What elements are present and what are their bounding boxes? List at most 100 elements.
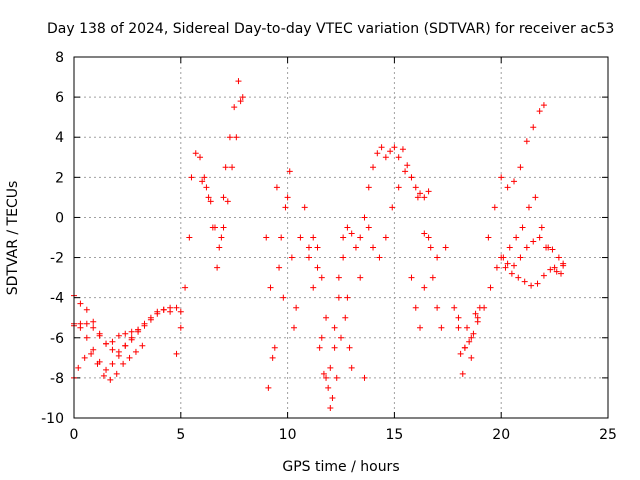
chart-title: Day 138 of 2024, Sidereal Day-to-day VTE…	[47, 21, 614, 37]
x-tick-label: 15	[385, 427, 403, 443]
axis-ticks: 0 5 10 15 20 25 -10 -8 -6 -4 -2 0 2 4 6 8	[41, 50, 617, 443]
data-point	[239, 94, 246, 101]
data-point	[316, 344, 323, 351]
data-point	[177, 324, 184, 331]
data-point	[327, 364, 334, 371]
data-point	[128, 328, 135, 335]
data-point	[286, 168, 293, 175]
data-point	[173, 350, 180, 357]
data-point	[504, 184, 511, 191]
data-point	[487, 284, 494, 291]
data-point	[167, 308, 174, 315]
data-point	[297, 234, 304, 241]
data-point	[331, 344, 338, 351]
x-tick-label: 25	[599, 427, 617, 443]
data-point	[376, 254, 383, 261]
data-point	[276, 264, 283, 271]
data-point	[519, 224, 526, 231]
data-point	[218, 234, 225, 241]
data-point	[515, 274, 522, 281]
data-point	[421, 284, 428, 291]
data-point	[291, 324, 298, 331]
data-point	[115, 352, 122, 359]
data-point	[498, 254, 505, 261]
data-point	[434, 304, 441, 311]
data-point	[301, 204, 308, 211]
data-point	[540, 272, 547, 279]
data-point	[231, 104, 238, 111]
data-point	[357, 234, 364, 241]
data-point	[314, 264, 321, 271]
x-axis-label: GPS time / hours	[282, 459, 399, 475]
data-point	[558, 270, 565, 277]
data-point	[346, 344, 353, 351]
data-point	[203, 184, 210, 191]
data-point	[197, 154, 204, 161]
data-point	[532, 194, 539, 201]
data-point	[493, 264, 500, 271]
data-point	[103, 366, 110, 373]
data-point	[75, 364, 82, 371]
data-point	[555, 254, 562, 261]
data-point	[327, 404, 334, 411]
data-point	[551, 264, 558, 271]
data-point	[491, 204, 498, 211]
data-point	[109, 338, 116, 345]
data-point	[457, 350, 464, 357]
data-point	[425, 234, 432, 241]
data-point	[468, 334, 475, 341]
data-point	[521, 278, 528, 285]
data-points	[71, 78, 567, 411]
y-tick-label: -8	[50, 371, 64, 387]
data-point	[391, 144, 398, 151]
data-point	[235, 78, 242, 85]
data-point	[378, 144, 385, 151]
data-point	[395, 154, 402, 161]
data-point	[280, 294, 287, 301]
data-point	[504, 260, 511, 267]
data-point	[122, 330, 129, 337]
data-point	[404, 162, 411, 169]
data-point	[511, 262, 518, 269]
data-point	[348, 230, 355, 237]
data-point	[318, 334, 325, 341]
data-point	[147, 314, 154, 321]
data-point	[342, 314, 349, 321]
data-point	[205, 194, 212, 201]
data-point	[271, 344, 278, 351]
data-point	[530, 124, 537, 131]
data-point	[325, 384, 332, 391]
y-tick-label: -4	[50, 291, 64, 307]
data-point	[530, 238, 537, 245]
y-tick-label: -6	[50, 331, 64, 347]
data-point	[338, 334, 344, 341]
data-point	[288, 254, 295, 261]
data-point	[267, 284, 274, 291]
data-point	[451, 304, 458, 311]
data-point	[361, 214, 368, 221]
data-point	[502, 264, 509, 271]
data-point	[421, 230, 428, 237]
data-point	[120, 360, 127, 367]
data-point	[464, 324, 471, 331]
data-point	[547, 266, 554, 273]
data-point	[273, 184, 280, 191]
data-point	[508, 270, 515, 277]
data-point	[310, 234, 317, 241]
data-point	[506, 244, 513, 251]
plot-frame	[73, 56, 609, 419]
data-point	[331, 324, 338, 331]
data-point	[265, 384, 272, 391]
data-point	[160, 306, 167, 313]
data-point	[538, 224, 545, 231]
data-point	[357, 274, 364, 281]
data-point	[408, 174, 415, 181]
data-point	[109, 360, 116, 367]
y-tick-label: 2	[55, 170, 64, 186]
y-tick-label: 0	[55, 210, 64, 226]
data-point	[344, 294, 351, 301]
data-point	[517, 164, 524, 171]
data-point	[427, 244, 434, 251]
data-point	[192, 150, 199, 157]
